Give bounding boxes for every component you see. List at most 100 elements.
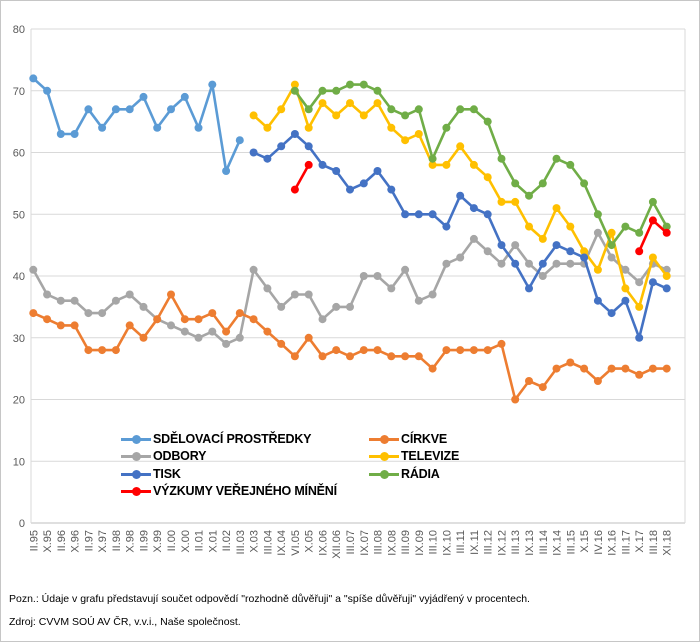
footnote-text: Pozn.: Údaje v grafu představují součet …	[9, 593, 530, 605]
legend-item: VÝZKUMY VEŘEJNÉHO MÍNĚNÍ	[121, 483, 337, 501]
legend-line-marker-icon	[121, 469, 151, 479]
x-axis-tick-label: III.14	[538, 530, 550, 554]
data-point	[290, 352, 299, 361]
legend-label: VÝZKUMY VEŘEJNÉHO MÍNĚNÍ	[153, 484, 337, 499]
x-axis-tick-label: X.97	[97, 530, 109, 553]
x-axis-tick-label: VI.05	[290, 530, 302, 556]
data-point	[387, 105, 396, 114]
data-point	[167, 290, 175, 299]
data-point	[249, 148, 258, 157]
data-point	[428, 154, 437, 163]
legend-line-marker-icon	[121, 452, 151, 462]
data-point	[277, 142, 286, 151]
data-point	[56, 321, 65, 330]
data-point	[469, 234, 478, 243]
data-point	[483, 117, 492, 126]
data-point	[552, 204, 561, 213]
series-line-SDĚLOVACÍ PROSTŘEDKY	[31, 77, 242, 173]
data-point	[290, 130, 299, 138]
data-point	[593, 296, 602, 305]
x-axis-tick-label: IX.09	[414, 530, 426, 556]
data-point	[497, 339, 506, 348]
legend-line-marker-icon	[369, 469, 399, 479]
y-axis-tick-label: 50	[13, 209, 25, 221]
legend-label: ODBORY	[153, 449, 207, 464]
data-point	[538, 259, 547, 268]
legend-line-marker-icon	[121, 487, 151, 497]
data-point	[525, 284, 533, 293]
x-axis-tick-label: X.95	[42, 530, 54, 553]
data-point	[332, 86, 341, 95]
data-point	[249, 315, 258, 324]
data-point	[318, 352, 327, 361]
data-point	[511, 259, 520, 268]
data-point	[373, 86, 382, 95]
data-point	[304, 290, 313, 299]
data-point	[304, 105, 313, 114]
data-point	[593, 210, 602, 219]
x-axis-tick-label: X.01	[207, 530, 219, 553]
x-axis-tick-label: III.03	[235, 530, 247, 554]
x-axis-tick-label: III.15	[565, 530, 577, 554]
data-point	[635, 278, 644, 287]
data-point	[263, 123, 272, 132]
x-axis-tick-label: III.12	[483, 530, 495, 554]
data-point	[387, 123, 396, 132]
data-point	[332, 346, 341, 355]
x-axis-tick-label: II.00	[166, 530, 178, 551]
data-point	[208, 327, 217, 336]
x-axis-tick-label: X.98	[125, 530, 137, 553]
data-point	[442, 259, 451, 268]
data-point	[153, 123, 162, 132]
legend-line-marker-icon	[121, 434, 151, 444]
x-axis-tick-label: III.18	[648, 530, 660, 554]
data-point	[304, 142, 313, 151]
data-point	[428, 210, 437, 219]
data-point	[635, 302, 644, 311]
data-point	[414, 130, 423, 138]
data-point	[621, 265, 630, 274]
data-point	[607, 309, 616, 318]
data-point	[662, 284, 671, 293]
x-axis-tick-label: II.96	[56, 530, 68, 551]
y-axis-tick-label: 10	[13, 456, 25, 468]
data-point	[304, 123, 313, 132]
x-axis-tick-label: II.97	[83, 530, 95, 551]
data-point	[277, 339, 286, 348]
legend-label: SDĚLOVACÍ PROSTŘEDKY	[153, 431, 312, 446]
data-point	[387, 352, 396, 361]
x-axis-tick-label: IX.10	[441, 530, 453, 556]
data-point	[194, 333, 203, 342]
legend-item: RÁDIA	[369, 465, 459, 483]
data-point	[277, 302, 286, 311]
data-point	[332, 302, 341, 311]
data-point	[56, 296, 65, 305]
data-point	[566, 259, 575, 268]
data-point	[194, 315, 203, 324]
legend-label: TISK	[153, 466, 181, 481]
data-point	[125, 321, 134, 330]
data-point	[222, 327, 231, 336]
data-point	[153, 315, 162, 324]
data-point	[593, 228, 602, 237]
data-point	[428, 364, 437, 373]
data-point	[635, 228, 644, 237]
data-point	[84, 309, 93, 318]
legend-line-marker-icon	[369, 434, 399, 444]
data-point	[607, 228, 616, 237]
data-point	[111, 346, 120, 355]
x-axis-tick-label: IX.06	[317, 530, 329, 556]
series-line-RÁDIA	[293, 83, 668, 247]
data-point	[167, 105, 175, 114]
data-point	[332, 167, 341, 175]
data-point	[538, 383, 547, 392]
data-point	[538, 179, 547, 188]
y-axis-tick-label: 30	[13, 333, 25, 345]
data-point	[414, 210, 423, 219]
data-point	[621, 222, 630, 231]
data-point	[525, 377, 533, 385]
data-point	[359, 272, 368, 280]
x-axis-tick-label: III.08	[373, 530, 385, 554]
data-point	[538, 234, 547, 243]
